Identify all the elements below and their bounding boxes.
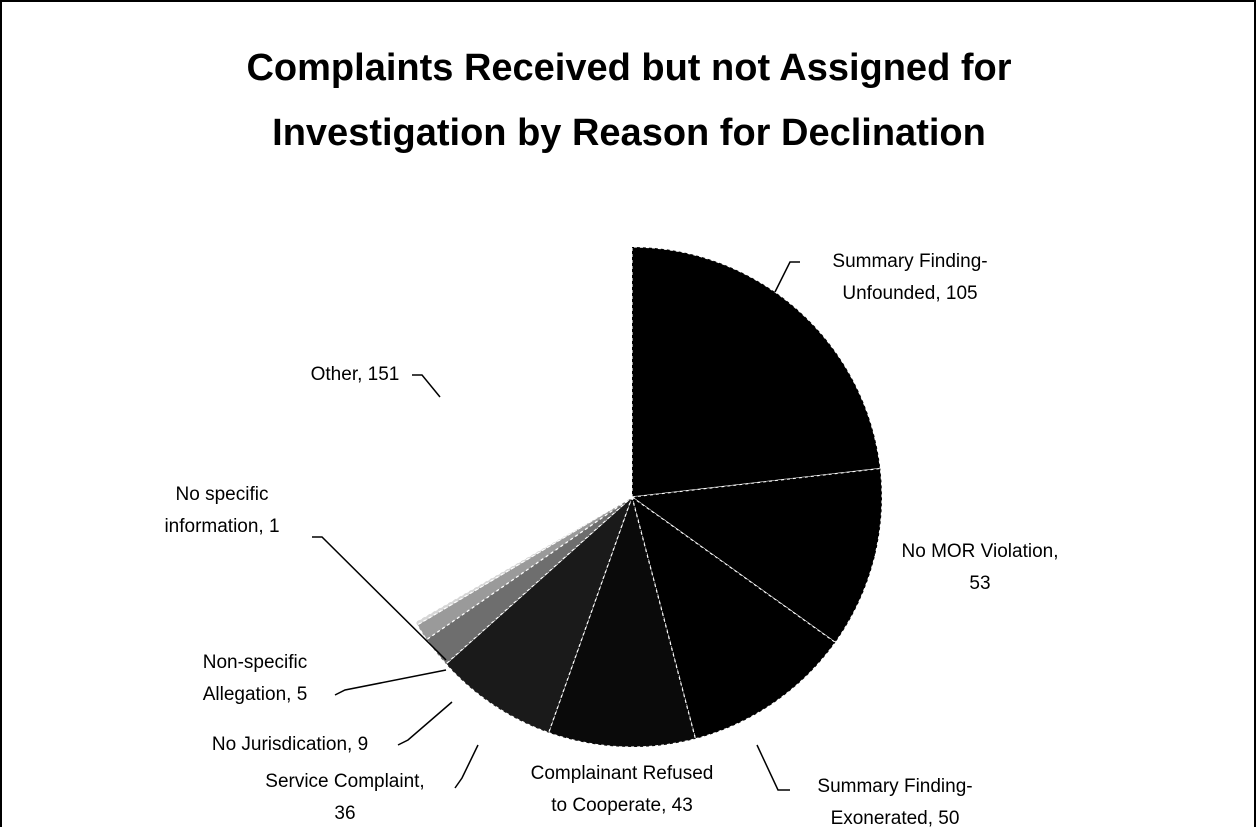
- data-label: Service Complaint,: [265, 771, 424, 792]
- pie: [382, 246, 883, 748]
- data-label: Unfounded, 105: [842, 283, 977, 304]
- pie-slice: [425, 496, 633, 665]
- pie-slice: [414, 496, 633, 626]
- leader-line: [454, 744, 479, 789]
- leader-lines: [312, 261, 875, 791]
- leader-line: [397, 701, 453, 746]
- data-label: 36: [334, 803, 355, 824]
- data-label: Other, 151: [311, 364, 400, 385]
- data-label: Summary Finding-: [832, 251, 987, 272]
- data-label: Complainant Refused: [531, 763, 714, 784]
- leader-line: [774, 261, 800, 293]
- chart-title: Investigation by Reason for Declination: [272, 112, 986, 154]
- leader-line: [412, 374, 441, 398]
- pie-slice: [416, 496, 633, 641]
- chart-title: Complaints Received but not Assigned for: [246, 47, 1011, 89]
- pie-slice: [547, 494, 697, 748]
- data-label: No Jurisdication, 9: [212, 734, 368, 755]
- data-label: No specific: [176, 484, 269, 505]
- pie-slice: [445, 496, 633, 734]
- data-label: Summary Finding-: [817, 776, 972, 797]
- data-label: information, 1: [164, 516, 279, 537]
- leader-line: [756, 744, 790, 791]
- data-label: Non-specific: [203, 652, 308, 673]
- data-label: Exonerated, 50: [831, 808, 960, 827]
- data-label: Allegation, 5: [203, 684, 308, 705]
- leader-line: [312, 536, 447, 661]
- pie-slice: [382, 247, 632, 622]
- leader-line: [849, 554, 875, 564]
- data-label: No MOR Violation,: [902, 541, 1059, 562]
- pie-slice: [631, 246, 882, 498]
- pie-slice: [630, 467, 883, 644]
- leader-line: [334, 669, 447, 696]
- data-label: 53: [969, 573, 990, 594]
- pie-slice: [630, 495, 837, 740]
- data-label: to Cooperate, 43: [551, 795, 693, 816]
